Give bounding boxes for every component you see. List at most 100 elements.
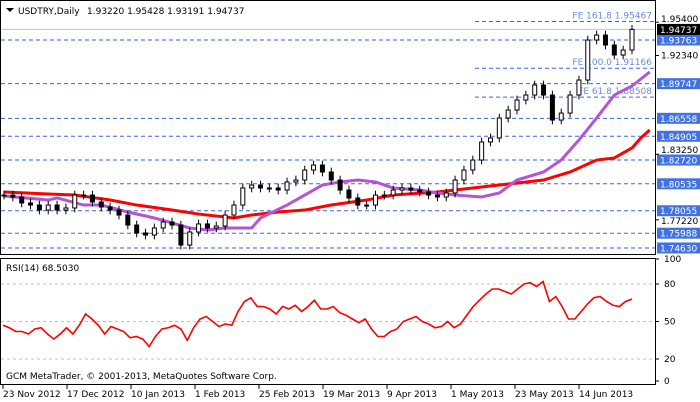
candle-body (611, 44, 617, 56)
candle-body (390, 189, 396, 196)
candle-body (196, 223, 202, 233)
candle-body (408, 187, 414, 191)
candle-body (541, 84, 547, 96)
candle-body (381, 194, 387, 197)
current-price-badge (657, 23, 700, 35)
candle-body (549, 94, 555, 121)
candle-body (355, 197, 361, 206)
symbol-label: USDTRY,Daily (18, 7, 80, 17)
level-badge (657, 130, 700, 142)
candle-body (470, 159, 476, 171)
date-tick-label: 14 Jun 2013 (579, 390, 633, 400)
candle-body (346, 189, 352, 199)
level-badge (657, 205, 700, 217)
candle-body (187, 231, 193, 246)
candle-body (63, 207, 69, 211)
candle-body (399, 187, 405, 191)
candle-body (266, 187, 272, 190)
candle-body (585, 39, 591, 81)
candle-body (567, 94, 573, 114)
price-tick-label: 1.92340 (661, 51, 698, 61)
level-label: 1.74630 (660, 244, 697, 254)
date-tick-label: 19 Mar 2013 (323, 390, 380, 400)
candle-body (337, 179, 343, 191)
price-tick-label: 1.95400 (661, 15, 698, 25)
candle-body (213, 225, 219, 229)
fe-label: FE 100.0 1.91166 (572, 58, 652, 68)
copyright-text: GCM MetaTrader, © 2001-2013, MetaQuotes … (6, 372, 277, 382)
rsi-tick-label: 0 (664, 377, 670, 387)
candle-body (364, 204, 370, 207)
price-panel (0, 0, 656, 255)
triangle-down-icon[interactable] (6, 8, 14, 12)
candle-body (204, 223, 210, 229)
fast-ma-line (3, 70, 651, 232)
candle-body (107, 206, 113, 211)
rsi-line (2, 280, 633, 348)
date-tick-label: 10 Jan 2013 (131, 390, 185, 400)
rsi-tick-label: 80 (664, 280, 676, 290)
candle-body (311, 164, 317, 171)
level-label: 1.80535 (660, 180, 697, 190)
rsi-tick-label: 20 (664, 355, 676, 365)
candle-body (372, 194, 378, 206)
candle-body (443, 192, 449, 198)
candle-body (602, 34, 608, 46)
candle-body (240, 187, 246, 206)
candle-body (293, 179, 299, 183)
candle-body (505, 109, 511, 119)
candle-body (426, 191, 432, 196)
date-tick-label: 23 Nov 2012 (3, 390, 61, 400)
candle-body (45, 204, 51, 211)
level-label: 1.93763 (660, 37, 697, 47)
candle-body (452, 179, 458, 194)
candle-body (496, 117, 502, 139)
fe-label: FE 61.8 1.88508 (578, 87, 652, 97)
level-label: 1.75988 (660, 230, 697, 240)
date-tick-label: 1 May 2013 (451, 390, 504, 400)
candle-body (134, 224, 140, 234)
candle-body (19, 196, 25, 204)
candle-body (479, 141, 485, 161)
candle-body (169, 221, 175, 226)
level-badge (657, 112, 700, 124)
level-badge (657, 78, 700, 90)
candle-body (1, 194, 7, 197)
candle-body (417, 189, 423, 193)
candle-body (231, 204, 237, 216)
candle-body (89, 194, 95, 203)
candle-body (28, 202, 34, 206)
date-tick-label: 17 Dec 2012 (67, 390, 125, 400)
candle-body (36, 204, 42, 211)
rsi-tick-label: 100 (664, 255, 681, 265)
candle-body (434, 194, 440, 198)
fe-label: FE 161.8 1.95467 (572, 11, 652, 21)
candle-body (116, 209, 122, 216)
date-tick-label: 9 Apr 2013 (387, 390, 437, 400)
date-tick-label: 1 Feb 2013 (195, 390, 245, 400)
candle-body (302, 169, 308, 181)
candle-body (143, 232, 149, 236)
candle-body (594, 34, 600, 41)
candle-body (249, 184, 255, 189)
candle-body (125, 214, 131, 226)
candle-body (81, 194, 87, 197)
level-label: 1.84905 (660, 133, 697, 143)
candle-body (629, 28, 635, 51)
candle-body (178, 224, 184, 246)
level-badge (657, 178, 700, 190)
candle-body (487, 137, 493, 143)
candle-body (160, 221, 166, 229)
level-badge (657, 154, 700, 166)
candle-body (284, 181, 290, 191)
current-price-label: 1.94737 (660, 26, 697, 36)
level-label: 1.82720 (660, 157, 697, 167)
candle-body (461, 169, 467, 181)
candle-body (151, 227, 157, 236)
price-tick-label: 1.83250 (661, 146, 698, 156)
candle-body (258, 184, 264, 189)
candle-body (523, 94, 529, 101)
candle-body (54, 204, 60, 211)
level-badge (657, 242, 700, 254)
